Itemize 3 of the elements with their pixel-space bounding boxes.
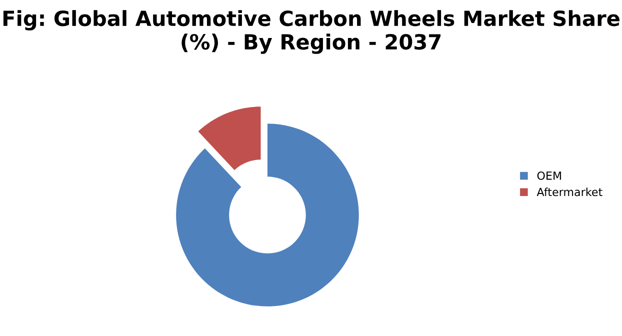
legend-label: Aftermarket xyxy=(536,188,602,196)
legend-label: OEM xyxy=(537,171,561,180)
chart-title: Fig: Global Automotive Carbon Wheels Market Share (%) - By Region - 2037 xyxy=(3,10,620,54)
